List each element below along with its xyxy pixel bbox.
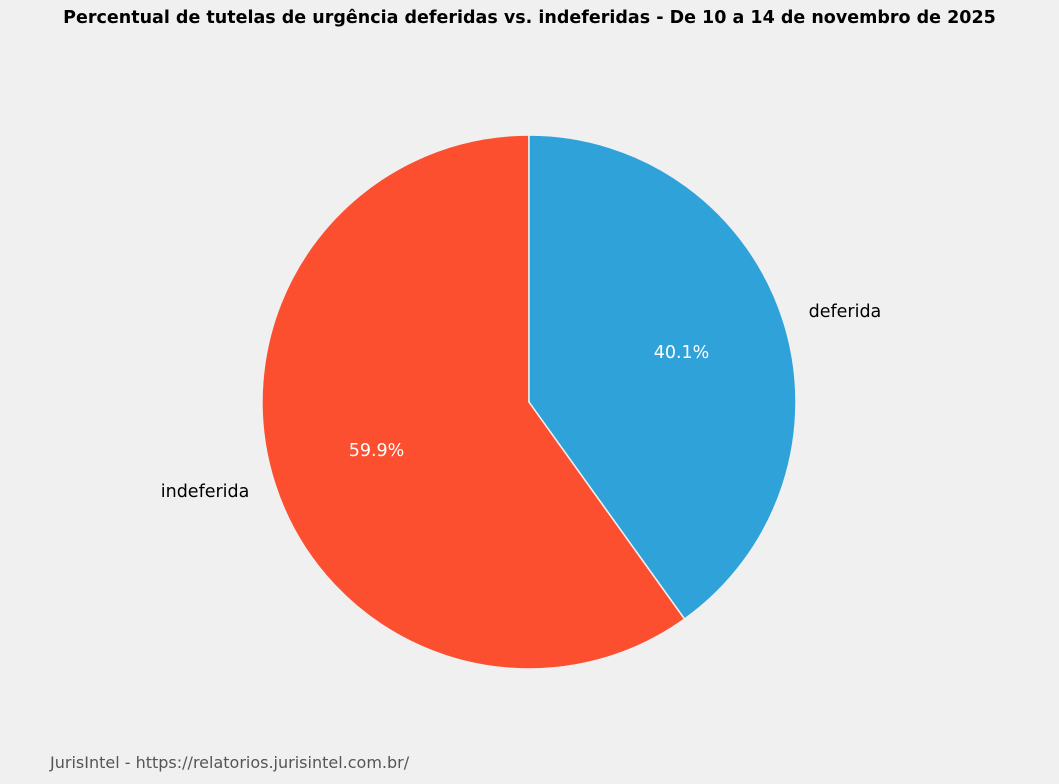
slice-label-deferida: deferida — [809, 302, 882, 322]
footer-source: JurisIntel - https://relatorios.jurisint… — [50, 753, 410, 772]
slice-pct-label-deferida: 40.1% — [654, 343, 710, 363]
slice-label-indeferida: indeferida — [161, 482, 250, 502]
chart-title: Percentual de tutelas de urgência deferi… — [63, 8, 996, 28]
pie-slice-indeferida — [261, 134, 686, 670]
slice-pct-label-indeferida: 59.9% — [349, 441, 405, 461]
pie-slice-deferida — [528, 134, 797, 621]
